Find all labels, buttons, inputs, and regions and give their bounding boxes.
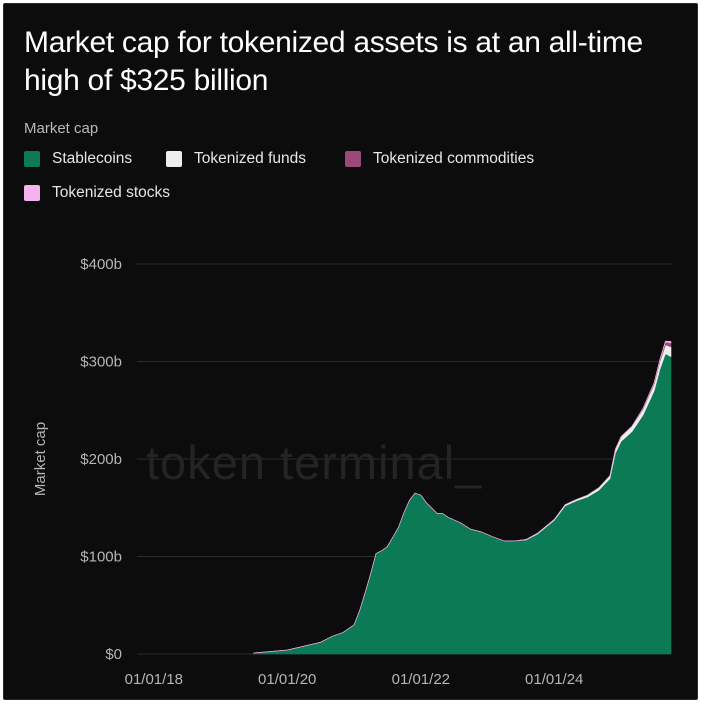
x-tick-label-3: 01/01/24 [525, 671, 583, 688]
area-tokenized-stocks [253, 340, 672, 654]
legend-swatch-stablecoins [24, 151, 40, 167]
x-tick-label-1: 01/01/20 [258, 671, 316, 688]
y-tick-label-1: $100b [80, 549, 122, 566]
y-axis-label-layer: Market cap [32, 422, 49, 496]
stacked-area-chart: token terminal_ $0 $100b $200b $300b $400b 0… [32, 256, 672, 688]
y-tick-label-3: $300b [80, 354, 122, 371]
x-tick-label-2: 01/01/22 [392, 671, 450, 688]
legend-label-stablecoins: Stablecoins [52, 150, 133, 167]
legend-item-tokenized-stocks[interactable]: Tokenized stocks [24, 184, 170, 202]
x-tick-label-0: 01/01/18 [125, 671, 183, 688]
y-axis-label: Market cap [32, 422, 49, 496]
legend-label-tokenized-funds: Tokenized funds [194, 150, 307, 167]
legend-label-tokenized-commodities: Tokenized commodities [373, 150, 535, 167]
x-axis-ticks: 01/01/18 01/01/20 01/01/22 01/01/24 [125, 671, 584, 688]
area-stablecoins [253, 353, 672, 655]
chart-card: Market cap for tokenized assets is at an… [3, 3, 698, 700]
watermark-layer: token terminal_ [146, 436, 482, 489]
legend-swatch-tokenized-stocks [24, 185, 40, 201]
legend-swatch-tokenized-commodities [345, 151, 361, 167]
series-areas [253, 340, 672, 655]
chart-title: Market cap for tokenized assets is at an… [24, 26, 643, 97]
legend-swatch-tokenized-funds [166, 151, 182, 167]
y-axis-ticks: $0 $100b $200b $300b $400b [80, 256, 122, 663]
legend-item-stablecoins[interactable]: Stablecoins [24, 150, 132, 168]
watermark-text: token terminal_ [146, 436, 482, 489]
legend-item-tokenized-commodities[interactable]: Tokenized commodities [345, 150, 534, 168]
y-tick-label-0: $0 [105, 646, 122, 663]
y-tick-label-2: $200b [80, 451, 122, 468]
y-tick-label-4: $400b [80, 256, 122, 273]
legend-label-tokenized-stocks: Tokenized stocks [52, 184, 171, 201]
legend-title: Market cap [24, 120, 99, 137]
legend-item-tokenized-funds[interactable]: Tokenized funds [166, 150, 306, 168]
